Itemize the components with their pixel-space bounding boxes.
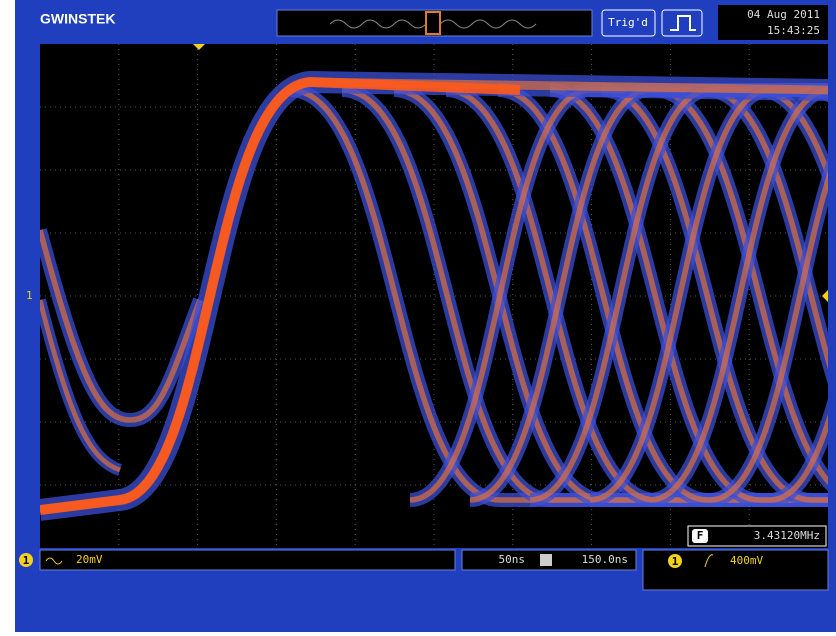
frequency: 3.43120MHz (754, 529, 820, 542)
eye-trace-inner (40, 299, 121, 473)
eye-trace-inner (529, 87, 828, 503)
trigger-icon-box (661, 9, 703, 37)
channel-box (39, 549, 456, 571)
trigger-channel-icon (668, 554, 682, 568)
date: 04 Aug 2011 (747, 8, 820, 21)
channel-icon (19, 553, 33, 567)
trigger-status: Trig'd (608, 16, 648, 29)
eye-trace-inner (589, 87, 828, 503)
timeline-window (425, 11, 441, 35)
frequency-box (687, 525, 827, 547)
eye-trace-inner (769, 413, 828, 503)
eye-trace-inner (709, 170, 828, 503)
position-icon (540, 554, 552, 566)
eye-trace-inner (40, 229, 203, 423)
trigger-marker (193, 44, 205, 50)
frequency-badge (692, 529, 708, 543)
slope-icon (704, 554, 714, 568)
clock-box (718, 5, 828, 40)
channel-marker: 1 (26, 289, 33, 302)
eye-trace-inner (649, 87, 828, 503)
timeline-wave (329, 19, 537, 29)
trigger-box (601, 9, 656, 37)
trigger-channel: 1 (672, 555, 679, 568)
edge-icon (670, 15, 696, 31)
logo: GWINSTEK (40, 11, 115, 27)
channel-scale: 20mV (76, 553, 103, 566)
eye-trace-inner (289, 87, 690, 503)
trigger-level: 400mV (730, 554, 763, 567)
eye-trace-inner (341, 87, 742, 503)
eye-trace-inner (469, 87, 828, 503)
coupling-icon (45, 557, 63, 565)
waveform (40, 70, 828, 521)
eye-trace-inner (409, 87, 810, 503)
time: 15:43:25 (767, 24, 820, 37)
channel-number: 1 (23, 554, 30, 567)
main-trace (40, 76, 521, 515)
timebase: 50ns (499, 553, 526, 566)
horizontal-position: 150.0ns (582, 553, 628, 566)
timeline-box (276, 9, 593, 37)
eye-trace-inner (653, 87, 828, 486)
frequency-label: F (697, 529, 704, 542)
eye-trace-inner (601, 87, 828, 503)
eye-trace-inner (705, 87, 828, 370)
level-marker (822, 290, 828, 302)
